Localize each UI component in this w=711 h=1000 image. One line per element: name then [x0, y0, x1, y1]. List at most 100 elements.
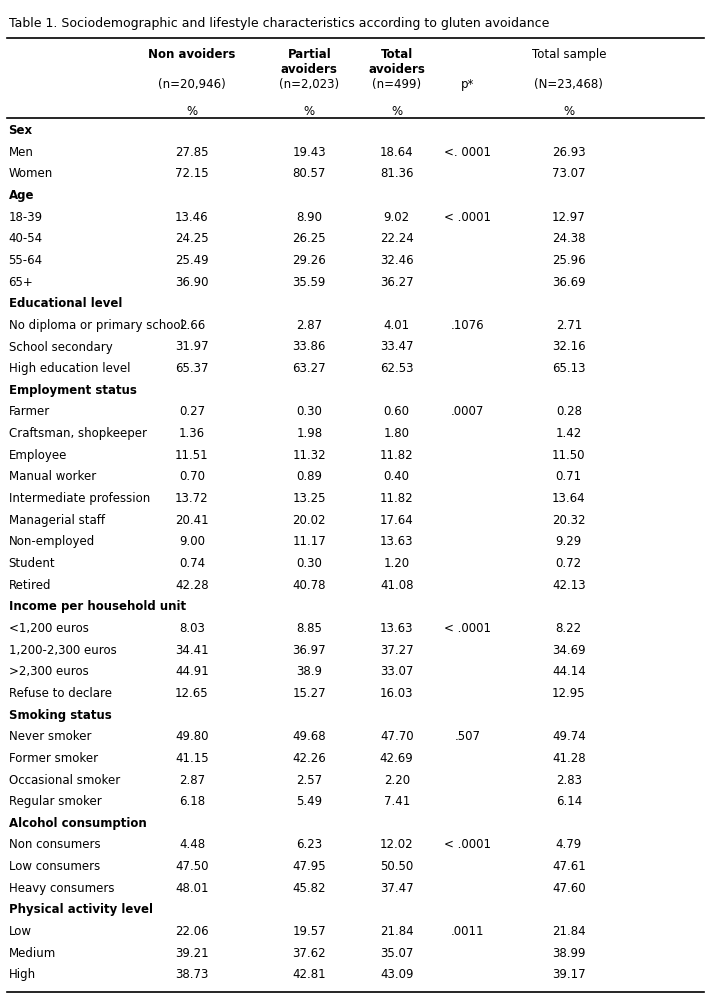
Text: 2.71: 2.71	[556, 319, 582, 332]
Text: 12.02: 12.02	[380, 838, 414, 851]
Text: 65.13: 65.13	[552, 362, 586, 375]
Text: 33.86: 33.86	[293, 340, 326, 354]
Text: 9.00: 9.00	[179, 535, 205, 548]
Text: 62.53: 62.53	[380, 362, 414, 375]
Text: 47.61: 47.61	[552, 860, 586, 873]
Text: 22.24: 22.24	[380, 232, 414, 245]
Text: %: %	[186, 105, 198, 118]
Text: .0007: .0007	[451, 405, 484, 418]
Text: 20.02: 20.02	[292, 514, 326, 527]
Text: Former smoker: Former smoker	[9, 752, 97, 765]
Text: Income per household unit: Income per household unit	[9, 600, 186, 613]
Text: 45.82: 45.82	[292, 882, 326, 895]
Text: 81.36: 81.36	[380, 167, 414, 180]
Text: 40-54: 40-54	[9, 232, 43, 245]
Text: 24.38: 24.38	[552, 232, 586, 245]
Text: 13.46: 13.46	[175, 211, 209, 224]
Text: 13.64: 13.64	[552, 492, 586, 505]
Text: 2.87: 2.87	[296, 319, 322, 332]
Text: 41.08: 41.08	[380, 579, 414, 592]
Text: 21.84: 21.84	[380, 925, 414, 938]
Text: Total
avoiders: Total avoiders	[368, 48, 425, 76]
Text: <1,200 euros: <1,200 euros	[9, 622, 88, 635]
Text: Women: Women	[9, 167, 53, 180]
Text: 0.74: 0.74	[179, 557, 205, 570]
Text: 1,200-2,300 euros: 1,200-2,300 euros	[9, 644, 117, 657]
Text: 1.98: 1.98	[296, 427, 322, 440]
Text: 33.07: 33.07	[380, 665, 413, 678]
Text: 80.57: 80.57	[293, 167, 326, 180]
Text: 47.70: 47.70	[380, 730, 414, 743]
Text: %: %	[304, 105, 315, 118]
Text: High: High	[9, 968, 36, 981]
Text: 41.28: 41.28	[552, 752, 586, 765]
Text: 5.49: 5.49	[296, 795, 322, 808]
Text: 38.73: 38.73	[176, 968, 208, 981]
Text: 0.72: 0.72	[556, 557, 582, 570]
Text: Non-employed: Non-employed	[9, 535, 95, 548]
Text: 24.25: 24.25	[175, 232, 209, 245]
Text: 12.65: 12.65	[175, 687, 209, 700]
Text: Men: Men	[9, 146, 33, 159]
Text: 2.83: 2.83	[556, 774, 582, 786]
Text: (n=20,946): (n=20,946)	[158, 78, 226, 91]
Text: Non consumers: Non consumers	[9, 838, 100, 851]
Text: < .0001: < .0001	[444, 838, 491, 851]
Text: 39.17: 39.17	[552, 968, 586, 981]
Text: 2.57: 2.57	[296, 774, 322, 786]
Text: 13.63: 13.63	[380, 535, 414, 548]
Text: 21.84: 21.84	[552, 925, 586, 938]
Text: < .0001: < .0001	[444, 622, 491, 635]
Text: 40.78: 40.78	[292, 579, 326, 592]
Text: 2.20: 2.20	[384, 774, 410, 786]
Text: 11.82: 11.82	[380, 449, 414, 462]
Text: 9.02: 9.02	[384, 211, 410, 224]
Text: No diploma or primary school: No diploma or primary school	[9, 319, 183, 332]
Text: 44.14: 44.14	[552, 665, 586, 678]
Text: 0.30: 0.30	[296, 557, 322, 570]
Text: 16.03: 16.03	[380, 687, 414, 700]
Text: 4.01: 4.01	[384, 319, 410, 332]
Text: 8.90: 8.90	[296, 211, 322, 224]
Text: 35.07: 35.07	[380, 947, 413, 960]
Text: 42.69: 42.69	[380, 752, 414, 765]
Text: 0.27: 0.27	[179, 405, 205, 418]
Text: 0.60: 0.60	[384, 405, 410, 418]
Text: 9.29: 9.29	[556, 535, 582, 548]
Text: 31.97: 31.97	[175, 340, 209, 354]
Text: Retired: Retired	[9, 579, 51, 592]
Text: Table 1. Sociodemographic and lifestyle characteristics according to gluten avoi: Table 1. Sociodemographic and lifestyle …	[9, 17, 549, 30]
Text: Low: Low	[9, 925, 31, 938]
Text: 22.06: 22.06	[175, 925, 209, 938]
Text: Occasional smoker: Occasional smoker	[9, 774, 119, 786]
Text: 6.18: 6.18	[179, 795, 205, 808]
Text: 13.25: 13.25	[292, 492, 326, 505]
Text: 49.68: 49.68	[292, 730, 326, 743]
Text: Student: Student	[9, 557, 55, 570]
Text: 13.63: 13.63	[380, 622, 414, 635]
Text: 63.27: 63.27	[292, 362, 326, 375]
Text: 20.41: 20.41	[175, 514, 209, 527]
Text: 47.50: 47.50	[175, 860, 209, 873]
Text: Farmer: Farmer	[9, 405, 50, 418]
Text: 0.28: 0.28	[556, 405, 582, 418]
Text: >2,300 euros: >2,300 euros	[9, 665, 88, 678]
Text: Alcohol consumption: Alcohol consumption	[9, 817, 146, 830]
Text: 2.87: 2.87	[179, 774, 205, 786]
Text: 1.36: 1.36	[179, 427, 205, 440]
Text: (n=499): (n=499)	[372, 78, 422, 91]
Text: 8.85: 8.85	[296, 622, 322, 635]
Text: Employment status: Employment status	[9, 384, 137, 397]
Text: 37.62: 37.62	[292, 947, 326, 960]
Text: 25.49: 25.49	[175, 254, 209, 267]
Text: 39.21: 39.21	[175, 947, 209, 960]
Text: 32.16: 32.16	[552, 340, 586, 354]
Text: 0.40: 0.40	[384, 470, 410, 483]
Text: 26.25: 26.25	[292, 232, 326, 245]
Text: 73.07: 73.07	[552, 167, 586, 180]
Text: (n=2,023): (n=2,023)	[279, 78, 339, 91]
Text: Non avoiders: Non avoiders	[149, 48, 235, 61]
Text: %: %	[563, 105, 574, 118]
Text: Low consumers: Low consumers	[9, 860, 100, 873]
Text: 36.97: 36.97	[292, 644, 326, 657]
